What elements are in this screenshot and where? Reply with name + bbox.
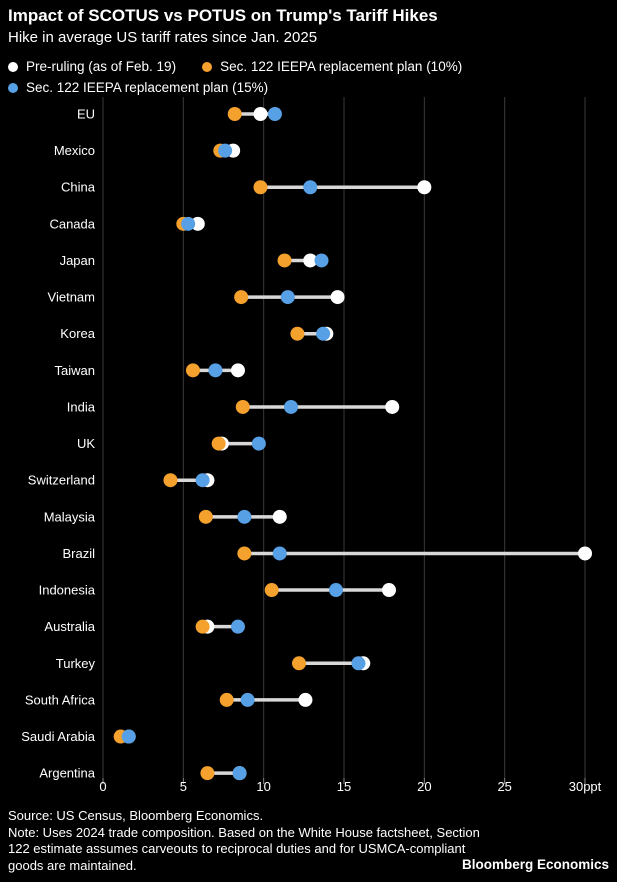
dot-pre-ruling xyxy=(385,399,400,414)
dot-plan-10 xyxy=(290,326,305,341)
dot-plan-10 xyxy=(219,692,234,707)
legend-label-plan-10: Sec. 122 IEEPA replacement plan (10%) xyxy=(220,59,463,74)
country-label: Argentina xyxy=(39,766,95,781)
country-label: Australia xyxy=(44,619,95,634)
dot-plan-15 xyxy=(351,656,366,671)
dot-pre-ruling xyxy=(253,107,268,121)
dot-plan-10 xyxy=(264,583,279,598)
dot-plan-10 xyxy=(163,473,178,488)
legend-item-plan-15: Sec. 122 IEEPA replacement plan (15%) xyxy=(8,80,268,95)
white-dot-icon xyxy=(8,61,18,72)
dot-plan-10 xyxy=(200,766,215,781)
x-tick-label: 0 xyxy=(99,779,106,794)
legend-item-plan-10: Sec. 122 IEEPA replacement plan (10%) xyxy=(202,59,462,74)
note-line: 122 estimate assumes carveouts to recipr… xyxy=(8,841,466,856)
dot-plan-10 xyxy=(227,107,242,121)
dot-plan-10 xyxy=(235,399,250,414)
dot-plan-15 xyxy=(237,509,252,524)
country-label: Brazil xyxy=(62,546,95,561)
country-label: Mexico xyxy=(54,143,95,158)
dot-plan-15 xyxy=(230,619,245,634)
dot-plan-15 xyxy=(314,253,329,268)
dot-plan-15 xyxy=(218,143,233,158)
legend: Pre-ruling (as of Feb. 19) Sec. 122 IEEP… xyxy=(8,56,488,98)
bloomberg-economics-brand: Bloomberg Economics xyxy=(461,857,609,872)
country-label: Malaysia xyxy=(44,509,96,524)
dot-plan-10 xyxy=(195,619,210,634)
blue-dot-icon xyxy=(8,82,18,93)
page-subtitle: Hike in average US tariff rates since Ja… xyxy=(8,29,318,46)
country-label: Taiwan xyxy=(55,363,95,378)
legend-row-2: Sec. 122 IEEPA replacement plan (15%) xyxy=(8,77,488,98)
country-label: Korea xyxy=(60,326,95,341)
dot-plan-15 xyxy=(272,546,287,561)
country-label: EU xyxy=(77,107,95,122)
country-label: Japan xyxy=(60,253,95,268)
note-line: Note: Uses 2024 trade composition. Based… xyxy=(8,824,480,840)
x-tick-label: 20 xyxy=(417,779,431,794)
country-label: India xyxy=(67,399,96,414)
dot-plan-15 xyxy=(208,363,223,378)
footer-notes: Source: US Census, Bloomberg Economics. … xyxy=(8,808,480,874)
dot-pre-ruling xyxy=(578,546,593,561)
dot-plan-15 xyxy=(267,107,282,121)
dot-plan-10 xyxy=(234,290,249,305)
dot-plan-15 xyxy=(280,290,295,305)
dot-plan-15 xyxy=(195,473,210,488)
dot-plan-15 xyxy=(240,692,255,707)
dot-plan-10 xyxy=(277,253,292,268)
dot-plan-10 xyxy=(211,436,226,451)
dot-plan-10 xyxy=(253,180,268,195)
country-label: China xyxy=(61,180,96,195)
country-label: South Africa xyxy=(25,692,96,707)
country-label: Turkey xyxy=(56,656,96,671)
legend-row-1: Pre-ruling (as of Feb. 19) Sec. 122 IEEP… xyxy=(8,56,488,77)
country-label: UK xyxy=(77,436,95,451)
dot-plan-15 xyxy=(303,180,318,195)
dot-plan-15 xyxy=(316,326,331,341)
country-label: Vietnam xyxy=(48,290,95,305)
x-tick-label: 30ppt xyxy=(569,779,602,794)
legend-label-plan-15: Sec. 122 IEEPA replacement plan (15%) xyxy=(26,80,269,95)
country-label: Canada xyxy=(49,216,95,231)
dot-pre-ruling xyxy=(330,290,345,305)
x-tick-label: 10 xyxy=(256,779,270,794)
country-label: Switzerland xyxy=(28,473,95,488)
tariff-dot-plot-chart: 0 5 10 15 20 25 30ppt EU Mexico China Canada Japan V… xyxy=(21,97,602,794)
note-line: goods are maintained. xyxy=(8,857,137,873)
dot-plan-15 xyxy=(251,436,266,451)
page-title: Impact of SCOTUS vs POTUS on Trump's Tar… xyxy=(8,6,438,25)
x-tick-label: 5 xyxy=(180,779,187,794)
dot-pre-ruling xyxy=(298,692,313,707)
dot-pre-ruling xyxy=(190,216,205,231)
dot-plan-15 xyxy=(328,583,343,598)
dot-plan-10 xyxy=(198,509,213,524)
orange-dot-icon xyxy=(202,61,213,72)
dot-pre-ruling xyxy=(303,253,318,268)
dot-pre-ruling xyxy=(272,509,287,524)
dot-plan-15 xyxy=(121,729,136,744)
dot-plan-15 xyxy=(181,216,196,231)
legend-label-pre-ruling: Pre-ruling (as of Feb. 19) xyxy=(26,59,177,74)
country-label: Indonesia xyxy=(39,583,96,598)
legend-item-pre-ruling: Pre-ruling (as of Feb. 19) xyxy=(8,59,176,74)
dot-plan-10 xyxy=(237,546,252,561)
x-tick-label: 25 xyxy=(497,779,511,794)
dot-plan-10 xyxy=(185,363,200,378)
source-line: Source: US Census, Bloomberg Economics. xyxy=(8,808,264,823)
dot-pre-ruling xyxy=(381,583,396,598)
dot-plan-15 xyxy=(232,766,247,781)
x-tick-label: 15 xyxy=(337,779,351,794)
dot-pre-ruling xyxy=(417,180,432,195)
dot-plan-10 xyxy=(292,656,307,671)
country-label: Saudi Arabia xyxy=(21,729,95,744)
dot-pre-ruling xyxy=(230,363,245,378)
dot-plan-15 xyxy=(283,399,298,414)
